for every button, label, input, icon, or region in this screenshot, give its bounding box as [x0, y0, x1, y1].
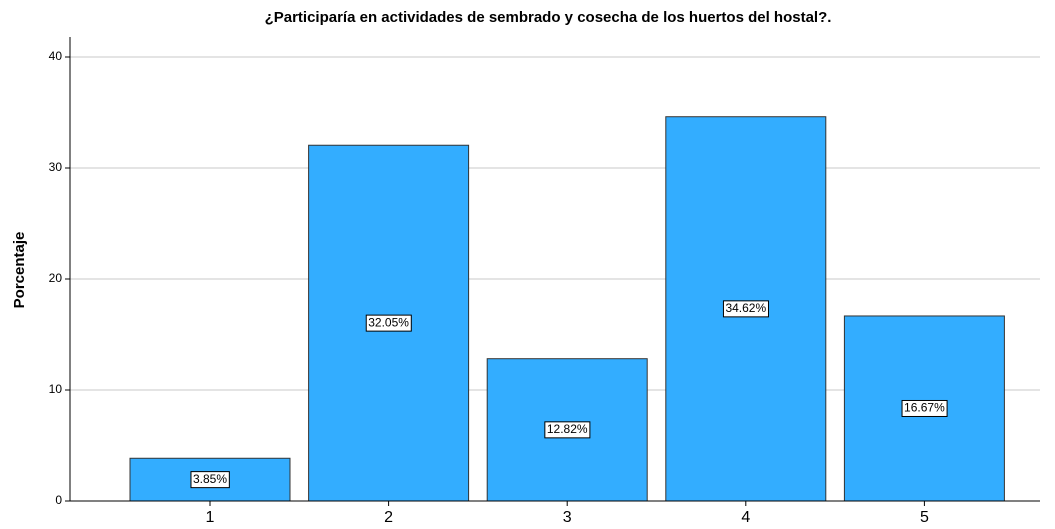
x-tick-label: 4	[741, 509, 750, 526]
value-label-box	[365, 314, 412, 332]
y-tick-label: 40	[49, 49, 63, 63]
value-label: 3.85%	[193, 472, 227, 486]
value-label: 32.05%	[368, 315, 409, 329]
y-tick-label: 10	[49, 382, 63, 396]
y-tick-label: 20	[49, 271, 63, 285]
chart-title: ¿Participaría en actividades de sembrado…	[265, 9, 832, 26]
x-tick-label: 2	[384, 509, 393, 526]
value-label: 34.62%	[725, 301, 766, 315]
y-tick-label: 0	[55, 493, 62, 507]
x-tick-label: 3	[563, 509, 572, 526]
value-label-box	[190, 471, 230, 489]
value-label-box	[901, 399, 948, 417]
y-axis-label: Porcentaje	[11, 232, 28, 309]
x-tick-label: 1	[206, 509, 215, 526]
value-label: 12.82%	[547, 422, 588, 436]
value-label-box	[722, 300, 769, 318]
value-label-box	[544, 421, 591, 439]
y-tick-label: 30	[49, 160, 63, 174]
x-tick-label: 5	[920, 509, 929, 526]
value-label: 16.67%	[904, 401, 945, 415]
